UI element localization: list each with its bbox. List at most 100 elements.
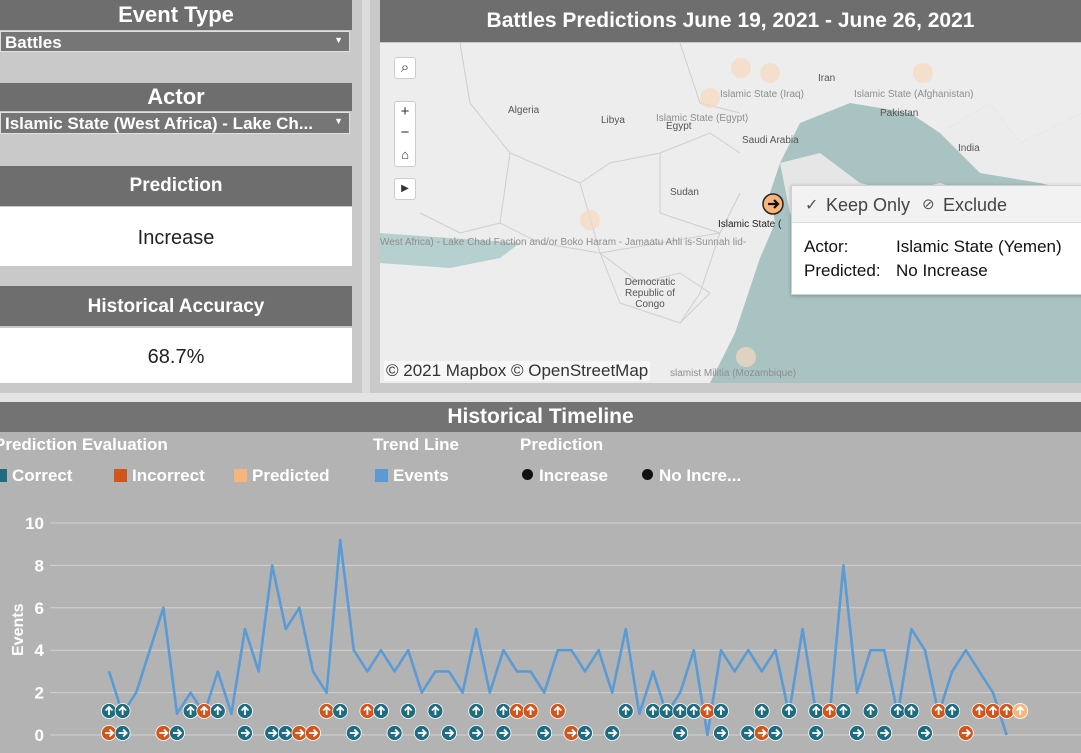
legend-incorrect[interactable]: Incorrect bbox=[114, 466, 205, 486]
no-increase-arrow-icon bbox=[417, 728, 428, 738]
legend-no-increase-label: No Incre... bbox=[659, 466, 742, 485]
no-increase-arrow-icon bbox=[961, 728, 972, 738]
no-increase-arrow-icon bbox=[853, 728, 863, 738]
legend-trend-title: Trend Line bbox=[373, 435, 459, 454]
legend-predicted-label: Predicted bbox=[252, 466, 330, 485]
y-tick-label: 2 bbox=[35, 684, 44, 703]
no-increase-arrow-icon bbox=[390, 728, 400, 738]
increase-arrow-icon bbox=[689, 705, 698, 715]
increase-arrow-icon bbox=[322, 705, 331, 715]
legend-correct-label: Correct bbox=[12, 466, 73, 485]
country-label: Democratic Republic of Congo bbox=[624, 277, 676, 310]
no-increase-arrow-icon bbox=[540, 728, 550, 738]
legend-increase[interactable]: Increase bbox=[522, 466, 608, 486]
event-type-dropdown[interactable]: Battles ▼ bbox=[0, 31, 350, 52]
increase-arrow-icon bbox=[431, 705, 440, 715]
events-trend-line bbox=[107, 538, 1008, 737]
expand-toolbar-icon[interactable]: ▶ bbox=[394, 178, 416, 200]
no-increase-arrow-icon bbox=[567, 728, 577, 738]
increase-arrow-icon bbox=[363, 705, 372, 715]
increase-arrow-icon bbox=[240, 705, 250, 715]
increase-arrow-icon bbox=[1002, 705, 1011, 715]
no-increase-arrow-icon bbox=[295, 728, 305, 738]
timeline-chart: 0 2 4 6 8 10 bbox=[25, 514, 1081, 745]
increase-arrow-icon bbox=[948, 705, 957, 715]
zoom-out-icon[interactable]: − bbox=[394, 123, 416, 145]
legend-correct[interactable]: Correct bbox=[0, 466, 72, 486]
legend-events[interactable]: Events bbox=[375, 466, 449, 486]
increase-arrow-icon bbox=[648, 705, 658, 715]
legend-events-label: Events bbox=[393, 466, 449, 485]
predicted-swatch bbox=[234, 469, 247, 482]
no-increase-arrow-icon bbox=[771, 728, 781, 738]
home-icon[interactable]: ⌂ bbox=[394, 145, 416, 167]
no-increase-arrow-icon bbox=[499, 728, 509, 738]
y-tick-label: 8 bbox=[35, 556, 44, 575]
actor-dropdown[interactable]: Islamic State (West Africa) - Lake Ch...… bbox=[0, 112, 350, 134]
increase-arrow-icon bbox=[934, 705, 943, 715]
section-divider bbox=[0, 393, 1081, 402]
increase-arrow-icon bbox=[104, 705, 114, 715]
increase-arrow-icon bbox=[118, 705, 127, 715]
exclude-button[interactable]: Exclude bbox=[943, 195, 1008, 215]
search-icon[interactable]: ⌕ bbox=[394, 57, 416, 79]
actor-map-label: Islamic State (Egypt) bbox=[656, 113, 749, 124]
legend-increase-label: Increase bbox=[539, 466, 608, 485]
events-swatch bbox=[375, 469, 388, 482]
actor-header: Actor bbox=[0, 83, 352, 111]
map-attribution: © 2021 Mapbox © OpenStreetMap bbox=[384, 361, 651, 381]
legend-incorrect-label: Incorrect bbox=[132, 466, 205, 485]
actor-map-label: Islamic State (Iraq) bbox=[720, 89, 804, 100]
event-type-header: Event Type bbox=[0, 0, 352, 30]
accuracy-header: Historical Accuracy bbox=[0, 286, 352, 326]
increase-arrow-icon bbox=[621, 705, 630, 715]
tooltip-predicted-value: No Increase bbox=[896, 261, 988, 280]
increase-arrow-icon bbox=[512, 705, 522, 715]
increase-arrow-icon bbox=[757, 705, 766, 715]
increase-arrow-icon bbox=[186, 705, 195, 715]
exclude-icon: ⊘ bbox=[922, 196, 935, 213]
prediction-value: Increase bbox=[0, 207, 352, 266]
country-label: Sudan bbox=[670, 187, 699, 198]
country-label: Saudi Arabia bbox=[742, 135, 799, 146]
correct-swatch bbox=[0, 469, 7, 482]
increase-arrow-icon bbox=[522, 469, 533, 480]
legend-no-increase[interactable]: No Incre... bbox=[642, 466, 741, 486]
no-increase-arrow-icon bbox=[241, 728, 251, 738]
timeline-title: Historical Timeline bbox=[0, 402, 1081, 432]
increase-arrow-icon bbox=[676, 705, 685, 715]
no-increase-arrow-icon bbox=[268, 728, 278, 738]
no-increase-arrow-icon bbox=[281, 728, 292, 738]
increase-arrow-icon bbox=[336, 705, 345, 715]
actor-map-label: slamist Militia (Mozambique) bbox=[670, 368, 797, 379]
increase-arrow-icon bbox=[200, 705, 209, 715]
no-increase-arrow-icon bbox=[676, 728, 686, 738]
country-label: Algeria bbox=[508, 105, 540, 116]
no-increase-arrow-icon bbox=[921, 728, 931, 738]
increase-arrow-icon bbox=[553, 705, 562, 715]
no-increase-arrow-icon bbox=[717, 728, 727, 738]
keep-only-button[interactable]: Keep Only bbox=[826, 195, 911, 215]
tooltip-actor-value: Islamic State (Yemen) bbox=[896, 237, 1062, 256]
increase-arrow-icon bbox=[1016, 705, 1025, 715]
increase-arrow-icon bbox=[472, 705, 481, 715]
tooltip-actions bbox=[792, 186, 1081, 223]
legend-predicted[interactable]: Predicted bbox=[234, 466, 329, 486]
increase-arrow-icon bbox=[784, 705, 794, 715]
legend-evaluation-title: Prediction Evaluation bbox=[0, 435, 168, 454]
no-increase-arrow-icon bbox=[173, 728, 183, 738]
tooltip-actor-key: Actor: bbox=[804, 237, 849, 256]
no-increase-arrow-icon bbox=[472, 728, 482, 738]
map-tooltip: ✓ Keep Only ⊘ Exclude Actor: Islamic Sta… bbox=[791, 185, 1081, 295]
selected-actor-label: Islamic State ( bbox=[718, 219, 782, 230]
actor-map-label: West Africa) - Lake Chad Faction and/or … bbox=[380, 237, 747, 248]
zoom-in-icon[interactable]: + bbox=[394, 101, 416, 123]
increase-arrow-icon bbox=[825, 705, 834, 715]
country-label: India bbox=[958, 143, 980, 154]
increase-arrow-icon bbox=[812, 705, 821, 715]
country-label: Iran bbox=[818, 73, 836, 84]
map-title: Battles Predictions June 19, 2021 - June… bbox=[380, 0, 1081, 42]
no-increase-arrow-icon bbox=[118, 728, 128, 738]
no-increase-arrow-icon bbox=[309, 728, 319, 738]
chevron-down-icon: ▼ bbox=[334, 35, 343, 45]
